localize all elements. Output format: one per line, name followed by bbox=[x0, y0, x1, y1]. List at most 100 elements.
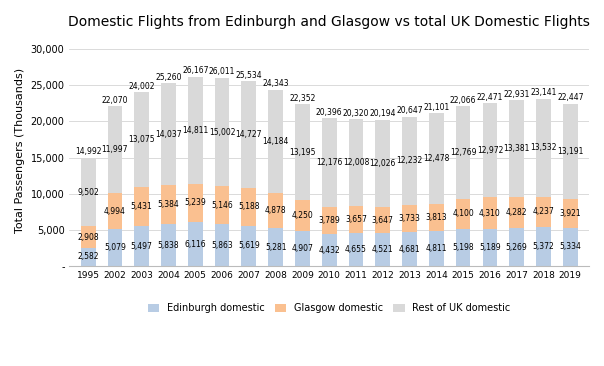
Text: 9,502: 9,502 bbox=[77, 187, 99, 197]
Text: 22,070: 22,070 bbox=[101, 96, 128, 105]
Bar bbox=[483, 104, 497, 197]
Text: 13,075: 13,075 bbox=[129, 135, 155, 144]
Bar bbox=[349, 119, 364, 206]
Text: 5,281: 5,281 bbox=[265, 243, 286, 252]
Bar bbox=[376, 207, 390, 234]
Bar bbox=[295, 104, 310, 200]
Text: 5,239: 5,239 bbox=[184, 198, 206, 208]
Bar bbox=[268, 193, 283, 228]
Text: 26,167: 26,167 bbox=[182, 66, 208, 75]
Bar bbox=[161, 83, 176, 185]
Text: 20,194: 20,194 bbox=[370, 109, 396, 119]
Text: 20,647: 20,647 bbox=[396, 106, 423, 115]
Text: 3,813: 3,813 bbox=[426, 213, 447, 222]
Bar bbox=[509, 197, 524, 228]
Text: 22,447: 22,447 bbox=[557, 93, 583, 102]
Text: 22,066: 22,066 bbox=[450, 96, 477, 105]
Text: 5,189: 5,189 bbox=[479, 243, 501, 252]
Text: 13,195: 13,195 bbox=[289, 147, 316, 157]
Bar bbox=[108, 193, 123, 229]
Title: Domestic Flights from Edinburgh and Glasgow vs total UK Domestic Flights: Domestic Flights from Edinburgh and Glas… bbox=[68, 15, 590, 29]
Bar bbox=[295, 231, 310, 266]
Text: 12,972: 12,972 bbox=[477, 146, 503, 155]
Bar bbox=[81, 227, 95, 247]
Bar bbox=[563, 199, 577, 228]
Text: 13,532: 13,532 bbox=[530, 143, 557, 152]
Bar bbox=[376, 120, 390, 207]
Text: 26,011: 26,011 bbox=[209, 67, 236, 76]
Text: 4,237: 4,237 bbox=[533, 208, 554, 216]
Text: 22,352: 22,352 bbox=[289, 94, 316, 103]
Text: 4,521: 4,521 bbox=[372, 245, 394, 254]
Text: 4,681: 4,681 bbox=[399, 245, 420, 254]
Text: 5,431: 5,431 bbox=[131, 202, 153, 211]
Bar bbox=[188, 184, 203, 222]
Text: 4,907: 4,907 bbox=[292, 244, 313, 253]
Text: 2,582: 2,582 bbox=[77, 253, 99, 261]
Text: 5,334: 5,334 bbox=[559, 242, 581, 251]
Bar bbox=[268, 90, 283, 193]
Bar bbox=[456, 199, 471, 229]
Text: 13,191: 13,191 bbox=[557, 147, 583, 156]
Bar bbox=[214, 78, 230, 186]
Bar bbox=[429, 231, 444, 266]
Text: 12,232: 12,232 bbox=[396, 156, 423, 165]
Text: 25,260: 25,260 bbox=[155, 73, 182, 82]
Bar bbox=[108, 106, 123, 193]
Text: 14,811: 14,811 bbox=[182, 126, 208, 135]
Bar bbox=[268, 228, 283, 266]
Bar bbox=[242, 225, 256, 266]
Text: 5,838: 5,838 bbox=[158, 240, 179, 250]
Text: 15,002: 15,002 bbox=[209, 128, 236, 137]
Text: 4,250: 4,250 bbox=[292, 211, 313, 220]
Bar bbox=[188, 222, 203, 266]
Bar bbox=[349, 206, 364, 232]
Text: 3,647: 3,647 bbox=[372, 216, 394, 225]
Bar bbox=[509, 228, 524, 266]
Text: 5,188: 5,188 bbox=[238, 202, 260, 211]
Text: 4,878: 4,878 bbox=[265, 206, 286, 215]
Text: 24,002: 24,002 bbox=[129, 82, 155, 91]
Bar bbox=[81, 247, 95, 266]
Bar bbox=[376, 234, 390, 266]
Text: 2,908: 2,908 bbox=[77, 232, 99, 242]
Text: 14,037: 14,037 bbox=[155, 130, 182, 139]
Y-axis label: Total Passengers (Thousands): Total Passengers (Thousands) bbox=[15, 68, 25, 233]
Text: 20,396: 20,396 bbox=[316, 108, 342, 117]
Bar bbox=[161, 224, 176, 266]
Text: 23,141: 23,141 bbox=[530, 88, 557, 97]
Bar bbox=[456, 229, 471, 266]
Legend: Edinburgh domestic, Glasgow domestic, Rest of UK domestic: Edinburgh domestic, Glasgow domestic, Re… bbox=[144, 299, 515, 317]
Text: 13,381: 13,381 bbox=[504, 144, 530, 153]
Bar bbox=[456, 107, 471, 199]
Bar bbox=[429, 204, 444, 231]
Text: 21,101: 21,101 bbox=[423, 103, 449, 112]
Bar bbox=[402, 232, 417, 266]
Bar bbox=[134, 227, 149, 266]
Text: 24,343: 24,343 bbox=[262, 79, 289, 88]
Bar bbox=[322, 234, 336, 266]
Bar bbox=[242, 81, 256, 188]
Bar bbox=[402, 205, 417, 232]
Text: 5,863: 5,863 bbox=[211, 240, 233, 250]
Text: 14,727: 14,727 bbox=[236, 130, 262, 139]
Text: 3,657: 3,657 bbox=[345, 215, 367, 224]
Text: 12,008: 12,008 bbox=[343, 158, 369, 167]
Text: 11,997: 11,997 bbox=[101, 145, 128, 154]
Text: 5,079: 5,079 bbox=[104, 243, 126, 253]
Bar bbox=[134, 92, 149, 187]
Text: 3,789: 3,789 bbox=[318, 216, 340, 225]
Text: 5,384: 5,384 bbox=[158, 200, 179, 209]
Text: 6,116: 6,116 bbox=[184, 240, 206, 249]
Text: 4,994: 4,994 bbox=[104, 207, 126, 216]
Bar bbox=[536, 197, 551, 227]
Text: 14,184: 14,184 bbox=[263, 137, 289, 146]
Text: 22,931: 22,931 bbox=[504, 90, 530, 98]
Bar bbox=[242, 188, 256, 225]
Bar bbox=[81, 158, 95, 227]
Bar bbox=[134, 187, 149, 227]
Text: 4,432: 4,432 bbox=[318, 246, 340, 255]
Bar bbox=[483, 197, 497, 229]
Text: 5,372: 5,372 bbox=[533, 242, 554, 251]
Bar bbox=[402, 117, 417, 205]
